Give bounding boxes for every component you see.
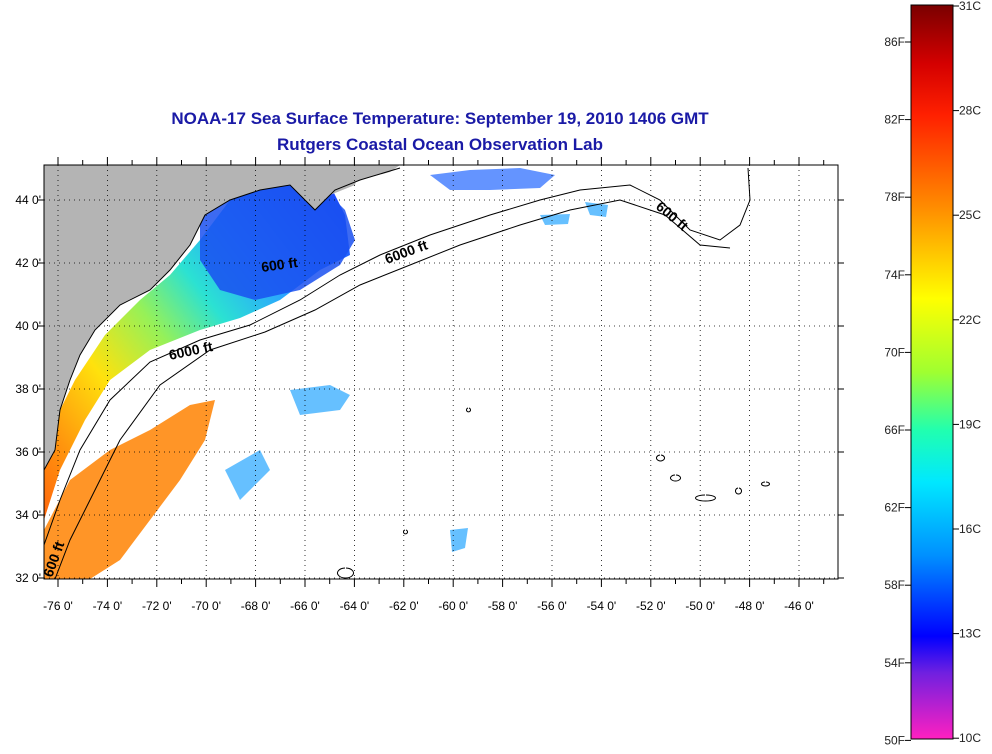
colorbar-c-label: 31C (959, 0, 981, 13)
lon-tick-label: -76 0' (43, 599, 73, 613)
lat-tick-label: 42 0' (15, 256, 41, 270)
contour-600ft (44, 167, 751, 546)
lon-tick-label: -64 0' (340, 599, 370, 613)
lon-tick-label: -74 0' (93, 599, 123, 613)
map-subtitle: Rutgers Coastal Ocean Observation Lab (277, 135, 603, 154)
colorbar-fahrenheit-labels: 86F 82F 78F 74F 70F 66F 62F 58F 54F 50F (884, 35, 911, 747)
contour-label: 600 ft (260, 254, 299, 275)
lat-tick-label: 34 0' (15, 508, 41, 522)
lon-tick-label: -62 0' (389, 599, 419, 613)
lon-tick-label: -54 0' (587, 599, 617, 613)
colorbar-c-label: 13C (959, 627, 981, 641)
land-mass (44, 165, 360, 470)
lat-tick-label: 32 0' (15, 571, 41, 585)
sst-warm-offshore (44, 400, 215, 579)
longitude-axis-labels: -76 0' -74 0' -72 0' -70 0' -68 0' -66 0' -64 … (43, 599, 814, 613)
lat-tick-label: 40 0' (15, 319, 41, 333)
colorbar-f-label: 86F (884, 35, 905, 49)
contour-6000ft (54, 199, 731, 579)
lon-tick-label: -68 0' (241, 599, 271, 613)
lon-tick-label: -48 0' (735, 599, 765, 613)
colorbar-f-label: 78F (884, 190, 905, 204)
coastline (44, 167, 401, 471)
lat-tick-label: 38 0' (15, 382, 41, 396)
map-tick-marks (38, 157, 844, 587)
latitude-axis-labels: 44 0' 42 0' 40 0' 38 0' 36 0' 34 0' 32 0' (15, 193, 41, 585)
colorbar-f-label: 54F (884, 656, 905, 670)
lon-tick-label: -72 0' (142, 599, 172, 613)
colorbar-c-label: 16C (959, 522, 981, 536)
colorbar-c-label: 25C (959, 208, 981, 222)
lon-tick-label: -50 0' (685, 599, 715, 613)
colorbar-c-label: 10C (959, 731, 981, 745)
colorbar-f-label: 66F (884, 423, 905, 437)
colorbar-f-label: 74F (884, 268, 905, 282)
lat-tick-label: 36 0' (15, 445, 41, 459)
lon-tick-label: -58 0' (488, 599, 518, 613)
colorbar-f-label: 50F (884, 733, 905, 747)
temperature-colorbar (910, 4, 954, 740)
lon-tick-label: -46 0' (784, 599, 814, 613)
lon-tick-label: -60 0' (438, 599, 468, 613)
colorbar-f-label: 70F (884, 345, 905, 359)
colorbar-f-label: 58F (884, 578, 905, 592)
seamount-contours (337, 407, 770, 579)
lon-tick-label: -52 0' (636, 599, 666, 613)
lon-tick-label: -56 0' (537, 599, 567, 613)
lat-tick-label: 44 0' (15, 193, 41, 207)
lon-tick-label: -66 0' (290, 599, 320, 613)
lon-tick-label: -70 0' (191, 599, 221, 613)
map-frame (43, 164, 839, 580)
map-title: NOAA-17 Sea Surface Temperature: Septemb… (171, 109, 709, 128)
colorbar-c-label: 22C (959, 313, 981, 327)
colorbar-c-label: 28C (959, 104, 981, 118)
colorbar-f-label: 62F (884, 501, 905, 515)
colorbar-celsius-labels: 31C 28C 25C 22C 19C 16C 13C 10C (953, 0, 981, 745)
map-gridlines (44, 165, 838, 579)
colorbar-f-label: 82F (884, 113, 905, 127)
sst-offshore-blue-patch (430, 168, 555, 190)
colorbar-c-label: 19C (959, 417, 981, 431)
